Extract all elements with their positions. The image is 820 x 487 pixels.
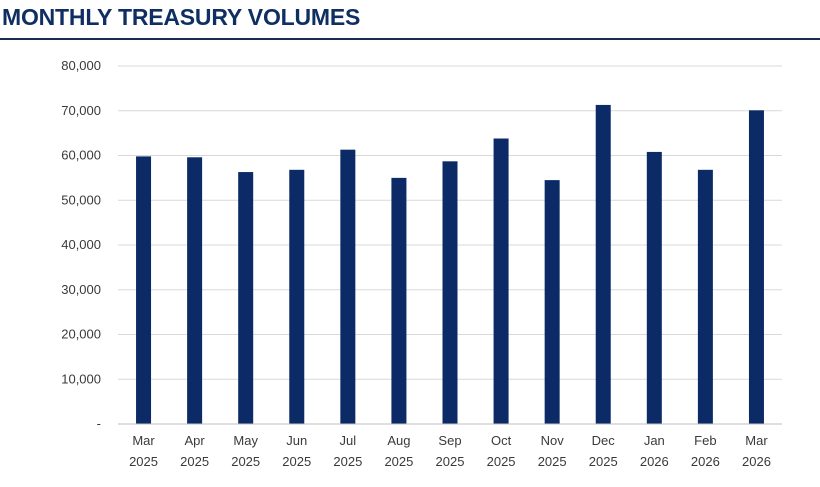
page-title: MONTHLY TREASURY VOLUMES bbox=[2, 4, 361, 30]
x-tick-label-year: 2026 bbox=[640, 454, 669, 469]
x-tick-label-month: Apr bbox=[184, 433, 205, 448]
bar bbox=[136, 156, 152, 424]
bar bbox=[646, 151, 662, 425]
bar bbox=[340, 149, 356, 424]
x-tick-label-month: Mar bbox=[132, 433, 155, 448]
y-tick-label: - bbox=[97, 416, 101, 431]
x-tick-label-month: Jan bbox=[644, 433, 665, 448]
x-tick-label-year: 2025 bbox=[487, 454, 516, 469]
bar bbox=[391, 177, 407, 424]
y-tick-label: 70,000 bbox=[61, 103, 101, 118]
y-tick-label: 20,000 bbox=[61, 327, 101, 342]
x-tick-label-year: 2025 bbox=[589, 454, 618, 469]
gridlines bbox=[118, 65, 782, 380]
x-tick-label-year: 2025 bbox=[436, 454, 465, 469]
y-tick-label: 30,000 bbox=[61, 282, 101, 297]
x-tick-label-month: Oct bbox=[491, 433, 512, 448]
bar bbox=[493, 138, 509, 424]
x-tick-label-month: Jul bbox=[340, 433, 357, 448]
bar bbox=[697, 169, 713, 424]
y-tick-label: 40,000 bbox=[61, 237, 101, 252]
x-tick-label-year: 2025 bbox=[180, 454, 209, 469]
x-tick-label-year: 2025 bbox=[333, 454, 362, 469]
x-tick-label-year: 2025 bbox=[129, 454, 158, 469]
bar bbox=[238, 172, 254, 424]
y-tick-label: 60,000 bbox=[61, 148, 101, 163]
x-tick-label-month: Nov bbox=[541, 433, 565, 448]
x-tick-label-month: Sep bbox=[438, 433, 461, 448]
bar bbox=[748, 110, 764, 425]
x-tick-label-month: Feb bbox=[694, 433, 716, 448]
x-tick-label-month: Aug bbox=[387, 433, 410, 448]
bar bbox=[289, 169, 305, 424]
x-axis-labels: Mar 2025 Apr 2025 May 2025 Jun 2025 Jul 2025 Aug 20… bbox=[129, 433, 771, 469]
y-axis-ticks: - 10,000 20,000 30,000 40,000 50,000 60,000 70,… bbox=[61, 58, 101, 431]
x-tick-label-year: 2025 bbox=[231, 454, 260, 469]
bar bbox=[544, 180, 560, 424]
title-divider bbox=[0, 38, 820, 40]
bar bbox=[595, 104, 611, 425]
x-tick-label-month: Jun bbox=[286, 433, 307, 448]
bar bbox=[442, 161, 458, 424]
y-tick-label: 50,000 bbox=[61, 192, 101, 207]
bar bbox=[187, 157, 203, 425]
x-tick-label-year: 2025 bbox=[384, 454, 413, 469]
x-tick-label-month: May bbox=[233, 433, 258, 448]
x-tick-label-month: Mar bbox=[745, 433, 768, 448]
x-tick-label-month: Dec bbox=[592, 433, 616, 448]
y-tick-label: 10,000 bbox=[61, 371, 101, 386]
bars bbox=[136, 104, 764, 425]
x-tick-label-year: 2026 bbox=[742, 454, 771, 469]
x-tick-label-year: 2025 bbox=[538, 454, 567, 469]
x-tick-label-year: 2025 bbox=[282, 454, 311, 469]
x-tick-label-year: 2026 bbox=[691, 454, 720, 469]
y-tick-label: 80,000 bbox=[61, 58, 101, 73]
